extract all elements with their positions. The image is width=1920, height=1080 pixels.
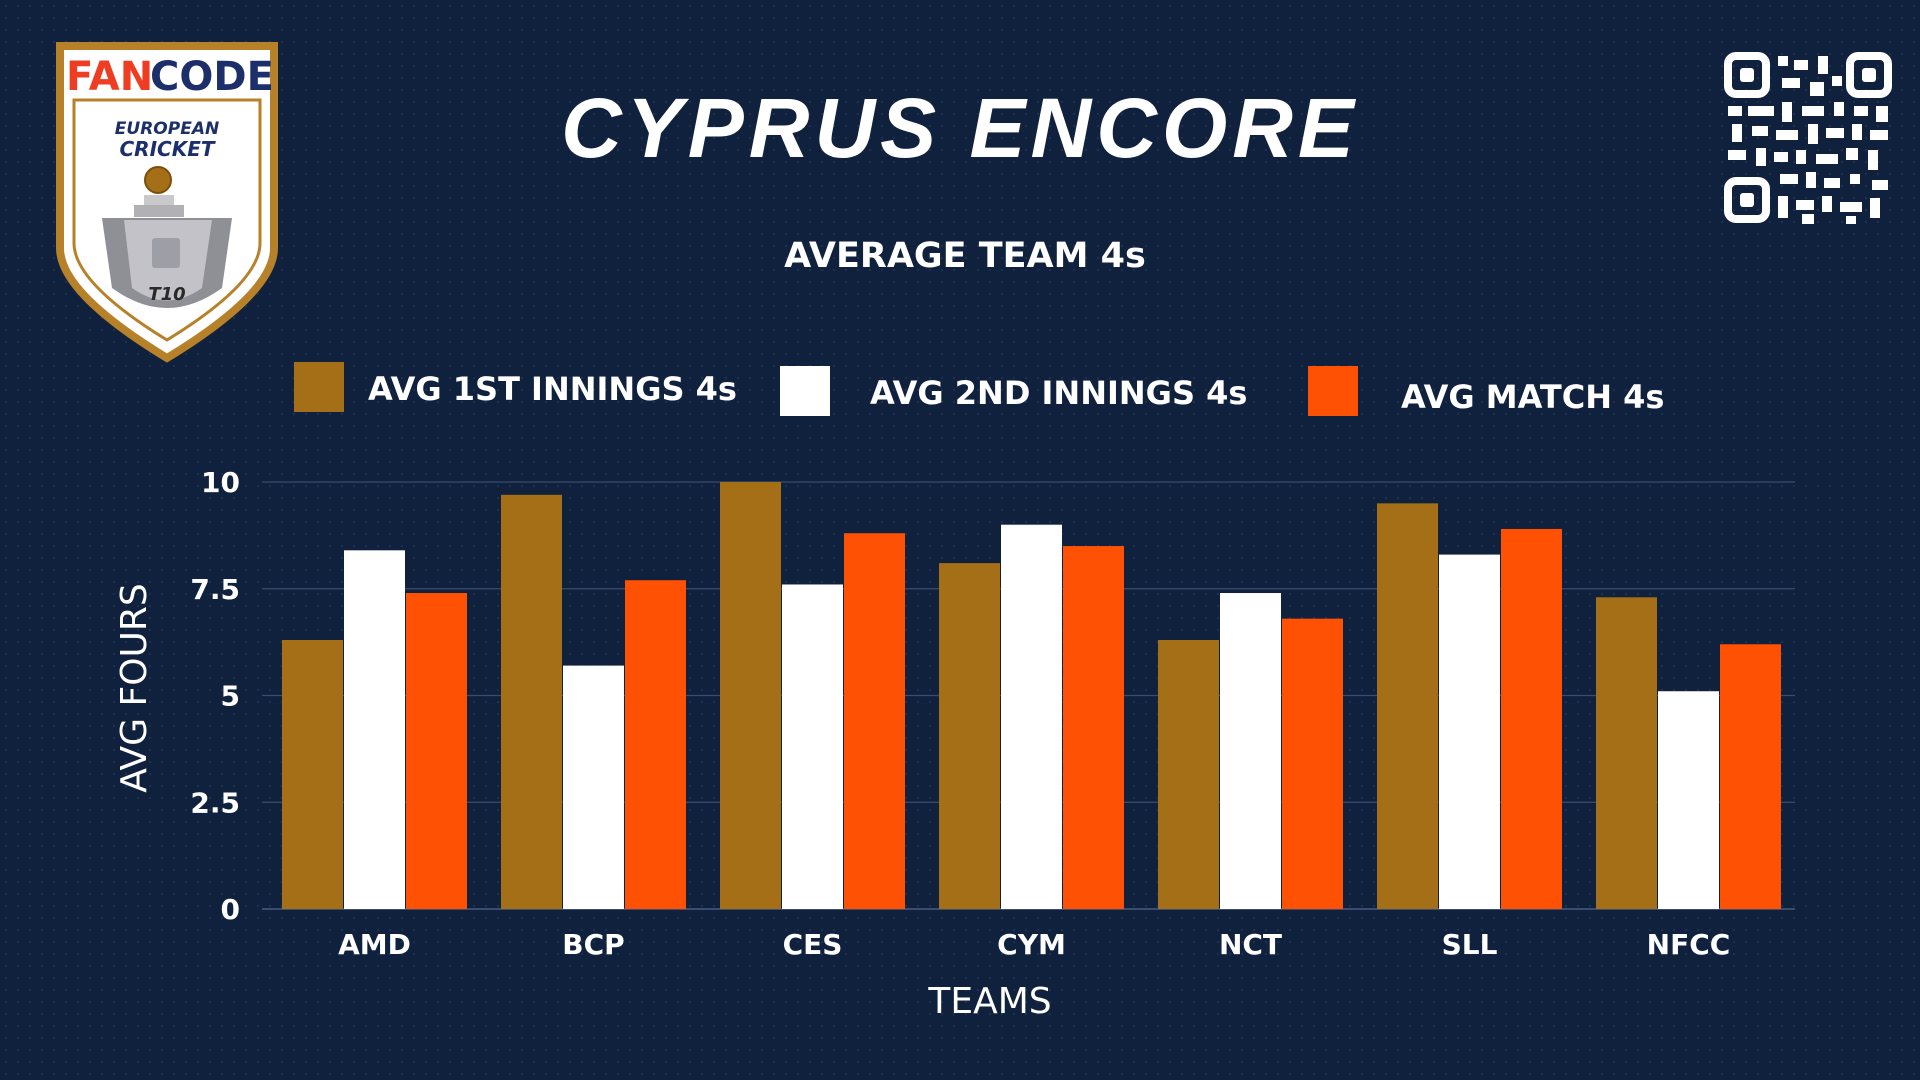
bar-bcp-series-3 <box>625 580 686 909</box>
bar-sll-series-3 <box>1501 528 1562 909</box>
bar-sll-series-2 <box>1439 554 1500 909</box>
y-tick-label: 10 <box>201 466 240 499</box>
bar-nct-series-1 <box>1158 639 1219 909</box>
y-tick-label: 5 <box>221 680 240 713</box>
x-tick-labels: AMD BCP CES CYM NCT SLL NFCC <box>338 928 1730 961</box>
qr-code-icon[interactable] <box>1722 50 1894 225</box>
logo-line-2: CRICKET <box>120 137 216 161</box>
legend-label-2nd-innings: AVG 2ND INNINGS 4s <box>870 374 1248 412</box>
legend-swatch-1st-innings <box>294 362 344 412</box>
x-axis-title: TEAMS <box>927 981 1051 1022</box>
x-tick-label-bcp: BCP <box>562 928 624 961</box>
bar-cym-series-3 <box>1063 546 1124 909</box>
y-tick-label: 0 <box>221 893 240 926</box>
bar-nfcc-series-3 <box>1720 644 1781 909</box>
bar-bcp-series-1 <box>501 494 562 909</box>
bar-amd-series-3 <box>406 593 467 909</box>
bar-amd-series-2 <box>344 550 405 909</box>
bar-bcp-series-2 <box>563 665 624 909</box>
bar-nct-series-3 <box>1282 618 1343 909</box>
x-tick-label-cym: CYM <box>997 928 1066 961</box>
x-tick-label-sll: SLL <box>1442 928 1498 961</box>
chart-title: CYPRUS ENCORE <box>561 81 1359 175</box>
bar-cym-series-1 <box>939 563 1000 909</box>
y-tick-labels: 0 2.5 5 7.5 10 <box>190 466 240 926</box>
legend-swatch-2nd-innings <box>780 366 830 416</box>
legend-label-1st-innings: AVG 1ST INNINGS 4s <box>368 370 737 408</box>
chart-subtitle: AVERAGE TEAM 4s <box>784 236 1146 276</box>
bars <box>282 482 1781 909</box>
x-tick-label-nct: NCT <box>1219 928 1282 961</box>
x-tick-label-ces: CES <box>783 928 843 961</box>
bar-ces-series-3 <box>844 533 905 909</box>
trophy-shield-logo: FAN CODE EUROPEAN CRICKET T10 <box>56 42 278 363</box>
bar-amd-series-1 <box>282 639 343 909</box>
logo-word-fan: FAN <box>66 54 153 100</box>
y-tick-label: 7.5 <box>190 573 240 606</box>
legend-swatch-match <box>1308 366 1358 416</box>
bar-ces-series-2 <box>782 584 843 909</box>
x-tick-label-amd: AMD <box>338 928 411 961</box>
y-tick-label: 2.5 <box>190 786 240 819</box>
logo-word-code: CODE <box>150 54 274 100</box>
bar-cym-series-2 <box>1001 524 1062 909</box>
logo-badge: T10 <box>148 284 185 305</box>
legend-label-match: AVG MATCH 4s <box>1401 378 1665 416</box>
bar-sll-series-1 <box>1377 503 1438 909</box>
bar-ces-series-1 <box>720 482 781 909</box>
y-axis-title: AVG FOURS <box>114 583 155 793</box>
bar-nct-series-2 <box>1220 593 1281 909</box>
x-tick-label-nfcc: NFCC <box>1647 928 1731 961</box>
logo-line-1: EUROPEAN <box>115 119 219 139</box>
bar-nfcc-series-1 <box>1596 597 1657 909</box>
bar-nfcc-series-2 <box>1658 691 1719 909</box>
